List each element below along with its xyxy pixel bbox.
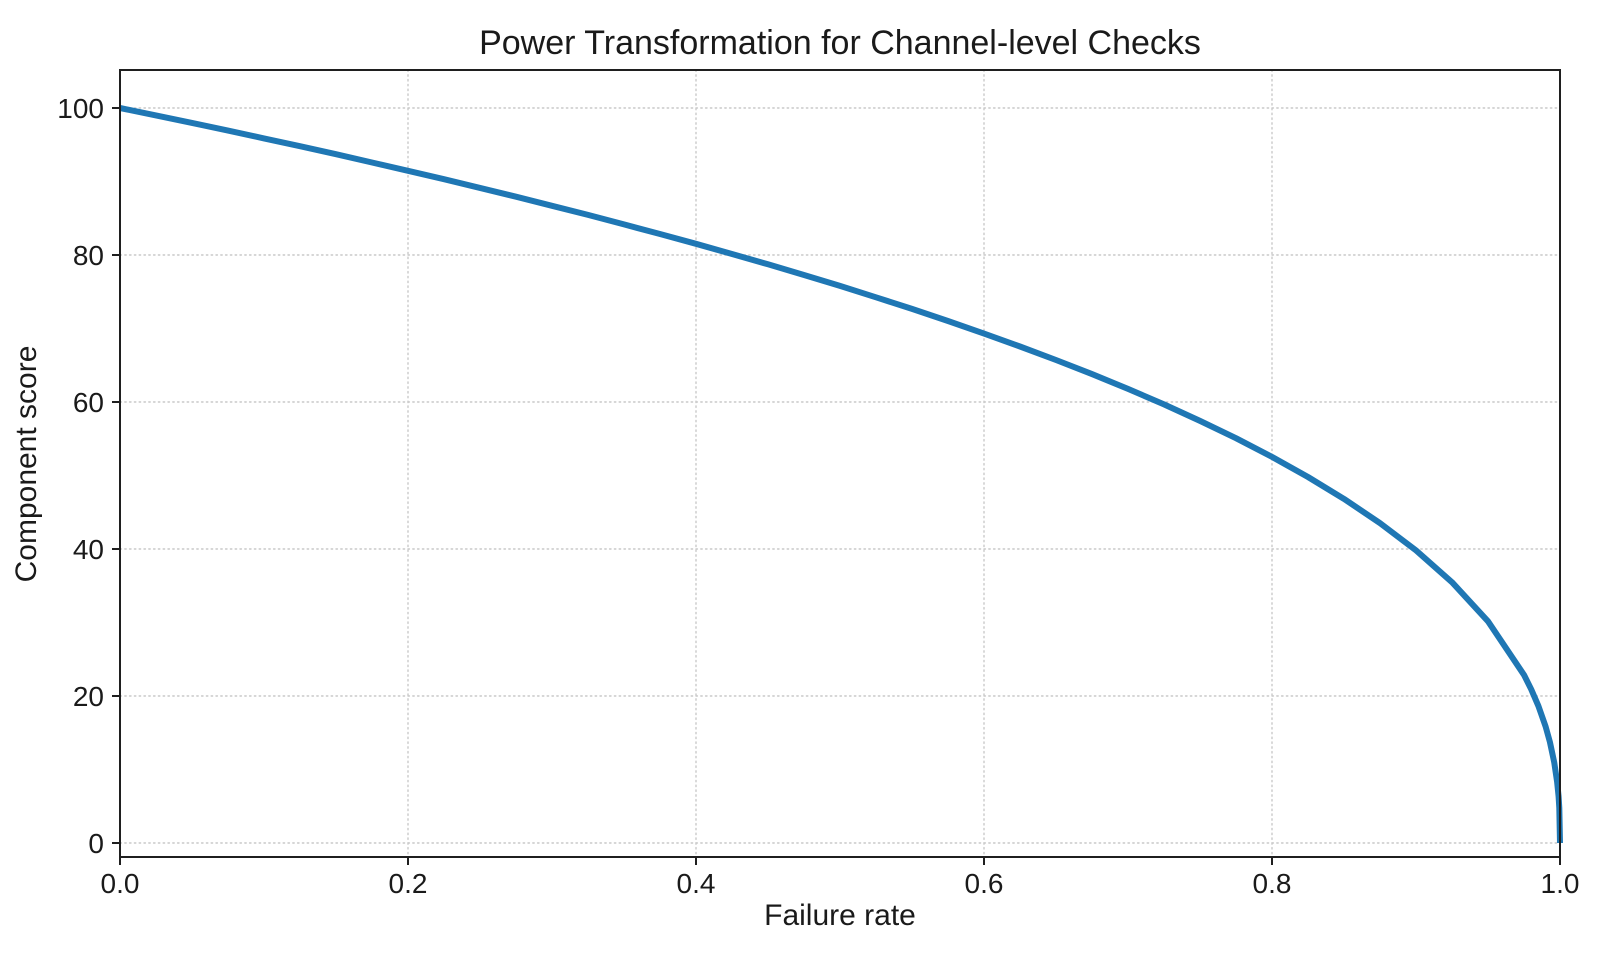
x-tick-label: 0.8 [1253,868,1292,899]
x-axis-label: Failure rate [764,899,916,932]
x-tick-label: 1.0 [1541,868,1580,899]
curve-line [119,105,1563,844]
data-series [119,105,1563,844]
chart-title: Power Transformation for Channel-level C… [479,24,1201,62]
axis-ticks [112,107,1561,865]
y-tick-label: 20 [73,681,104,712]
y-tick-label: 0 [88,828,104,859]
y-tick-label: 60 [73,387,104,418]
grid-lines [119,69,1561,858]
y-tick-label: 40 [73,534,104,565]
y-axis-label: Component score [10,346,43,583]
x-tick-label: 0.6 [965,868,1004,899]
x-tick-label: 0.4 [677,868,716,899]
tick-labels: 0.0 0.2 0.4 0.6 0.8 1.0 0 20 40 60 80 100 [57,93,1579,899]
plot-frame [119,69,1561,858]
y-tick-label: 80 [73,240,104,271]
x-tick-label: 0.0 [101,868,140,899]
y-tick-label: 100 [57,93,104,124]
axes-frame [119,69,1561,858]
x-tick-label: 0.2 [389,868,428,899]
